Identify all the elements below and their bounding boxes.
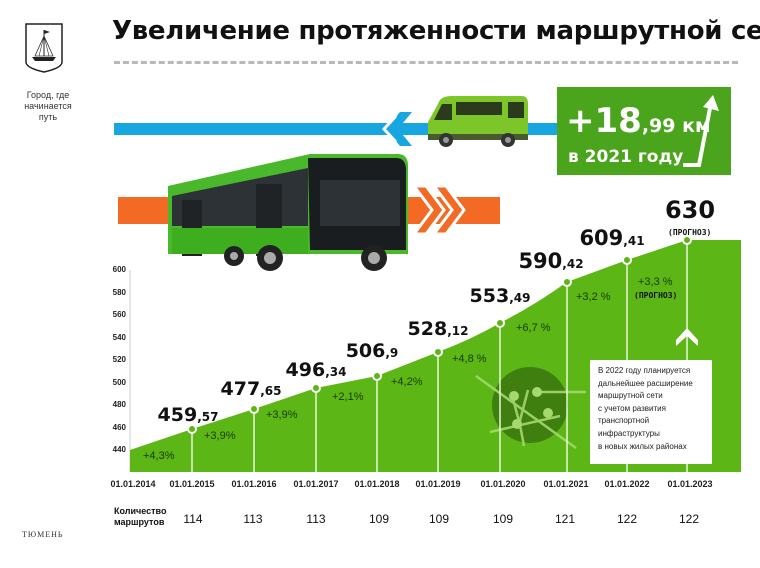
routes-count: 122 bbox=[616, 512, 638, 526]
y-tick: 440 bbox=[112, 445, 126, 454]
chevron-left-icon bbox=[380, 112, 414, 151]
y-tick: 460 bbox=[112, 423, 126, 432]
x-tick: 01.01.2019 bbox=[415, 479, 461, 489]
x-tick: 01.01.2022 bbox=[604, 479, 650, 489]
growth-label: +4,3% bbox=[143, 450, 175, 462]
bus-image bbox=[160, 150, 410, 279]
growth-label: +4,2% bbox=[391, 376, 423, 388]
y-tick: 560 bbox=[112, 310, 126, 319]
y-tick: 500 bbox=[112, 378, 126, 387]
x-tick: 01.01.2015 bbox=[169, 479, 215, 489]
growth-label: +3,2 % bbox=[576, 291, 611, 303]
growth-label: +3,9% bbox=[266, 409, 298, 421]
routes-count: 109 bbox=[368, 512, 390, 526]
routes-count: 109 bbox=[492, 512, 514, 526]
x-tick: 01.01.2018 bbox=[354, 479, 400, 489]
data-label: 528,12 bbox=[407, 318, 469, 340]
city-crest-icon bbox=[24, 22, 64, 74]
page-title: Увеличение протяженности маршрутной сети… bbox=[112, 16, 760, 46]
data-label: 506,9 bbox=[345, 340, 399, 362]
data-label: 590,42 bbox=[518, 249, 584, 273]
x-tick: 01.01.2023 bbox=[667, 479, 713, 489]
x-tick: 01.01.2016 bbox=[231, 479, 277, 489]
growth-value: +18,99 км bbox=[566, 101, 711, 141]
data-label: 553,49 bbox=[469, 285, 531, 307]
data-label: 477,65 bbox=[220, 378, 282, 400]
data-label: 459,57 bbox=[157, 404, 219, 426]
city-slogan: Город, где начинается путь bbox=[24, 90, 72, 122]
routes-count-label: Количество маршрутов bbox=[114, 506, 167, 527]
x-tick: 01.01.2017 bbox=[293, 479, 339, 489]
y-tick: 480 bbox=[112, 400, 126, 409]
plan-note: В 2022 году планируется дальнейшее расши… bbox=[590, 360, 712, 464]
growth-label: +2,1% bbox=[332, 391, 364, 403]
growth-label: +3,9% bbox=[204, 430, 236, 442]
forecast-tag: (ПРОГНОЗ) bbox=[668, 228, 712, 237]
routes-count: 109 bbox=[428, 512, 450, 526]
annual-growth-badge: +18,99 км в 2021 году bbox=[557, 87, 731, 175]
city-name: ТЮМЕНЬ bbox=[22, 530, 64, 539]
y-tick: 520 bbox=[112, 355, 126, 364]
x-tick: 01.01.2021 bbox=[543, 479, 589, 489]
growth-label: +6,7 % bbox=[516, 322, 551, 334]
forecast-tag: (ПРОГНОЗ) bbox=[634, 291, 678, 300]
growth-label: +3,3 % bbox=[638, 276, 673, 288]
routes-count: 113 bbox=[306, 512, 326, 526]
data-label: 630 bbox=[664, 196, 716, 224]
growth-year: в 2021 году bbox=[568, 147, 684, 167]
x-tick: 01.01.2014 bbox=[110, 479, 156, 489]
routes-count: 114 bbox=[183, 512, 203, 526]
minibus-image bbox=[424, 94, 530, 157]
routes-count: 122 bbox=[678, 512, 700, 526]
y-tick: 580 bbox=[112, 288, 126, 297]
x-tick: 01.01.2020 bbox=[480, 479, 526, 489]
y-tick: 600 bbox=[112, 265, 126, 274]
data-label: 609,41 bbox=[579, 226, 645, 250]
data-label: 496,34 bbox=[285, 359, 347, 381]
growth-label: +4,8 % bbox=[452, 353, 487, 365]
routes-count: 113 bbox=[243, 512, 263, 526]
up-arrow-icon bbox=[681, 93, 725, 176]
routes-count: 121 bbox=[554, 512, 576, 526]
double-chevron-right-icon bbox=[404, 184, 474, 239]
title-divider bbox=[114, 61, 738, 64]
y-tick: 540 bbox=[112, 333, 126, 342]
